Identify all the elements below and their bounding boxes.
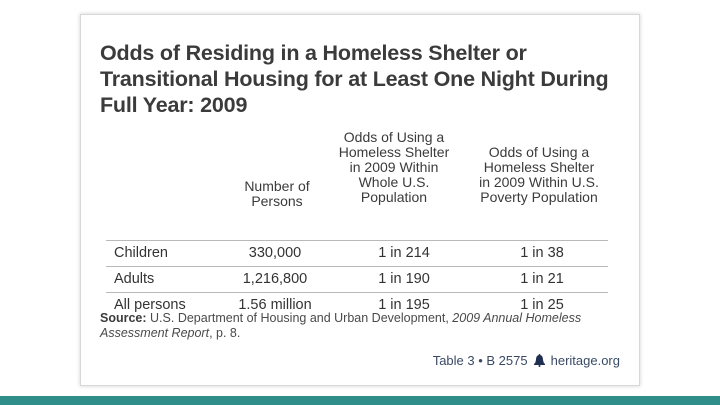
column-header-poverty-population: Odds of Using a Homeless Shelter in 2009… bbox=[464, 145, 614, 205]
header-line: Poverty Population bbox=[480, 189, 598, 205]
persons-cell: 1.56 million bbox=[238, 297, 312, 313]
row-label: Children bbox=[114, 245, 168, 261]
poverty-odds-cell: 1 in 38 bbox=[520, 245, 564, 261]
header-line: in 2009 Within bbox=[349, 159, 439, 175]
liberty-bell-icon bbox=[533, 354, 546, 367]
header-line: Homeless Shelter bbox=[483, 159, 595, 175]
persons-cell: 1,216,800 bbox=[242, 271, 308, 287]
title-line: Transitional Housing for at Least One Ni… bbox=[100, 67, 609, 91]
table-row: All persons 1.56 million 1 in 195 1 in 2… bbox=[106, 293, 608, 318]
header-line: Odds of Using a bbox=[343, 129, 445, 145]
source-report-title: 2009 Annual Homeless Assessment Report bbox=[100, 311, 582, 340]
header-line: Number of bbox=[244, 178, 310, 194]
table-title: Odds of Residing in a Homeless Shelter o… bbox=[100, 40, 620, 118]
whole-odds-cell: 1 in 214 bbox=[378, 245, 430, 261]
table-reference: Table 3 • B 2575 bbox=[432, 353, 528, 368]
column-header-persons: Number of Persons bbox=[217, 179, 337, 209]
persons-cell: 330,000 bbox=[248, 245, 302, 261]
whole-odds-cell: 1 in 195 bbox=[378, 297, 430, 313]
header-line: Homeless Shelter bbox=[338, 144, 450, 160]
bottom-accent-bar bbox=[0, 396, 720, 405]
odds-table: Children 330,000 1 in 214 1 in 38 Adults… bbox=[106, 240, 608, 318]
header-line: in 2009 Within U.S. bbox=[479, 174, 599, 190]
header-line: Population bbox=[360, 189, 428, 205]
source-note: Source: U.S. Department of Housing and U… bbox=[100, 311, 620, 341]
site-name: heritage.org bbox=[550, 353, 620, 368]
source-text: U.S. Department of Housing and Urban Dev… bbox=[150, 311, 449, 325]
table-row: Adults 1,216,800 1 in 190 1 in 21 bbox=[106, 267, 608, 293]
table-row: Children 330,000 1 in 214 1 in 38 bbox=[106, 240, 608, 267]
source-label: Source: bbox=[100, 311, 147, 325]
column-header-whole-population: Odds of Using a Homeless Shelter in 2009… bbox=[319, 130, 469, 205]
title-line: Full Year: 2009 bbox=[100, 93, 248, 117]
whole-odds-cell: 1 in 190 bbox=[378, 271, 430, 287]
header-line: Whole U.S. bbox=[358, 174, 430, 190]
poverty-odds-cell: 1 in 25 bbox=[520, 297, 564, 313]
footer-credit: Table 3 • B 2575 heritage.org bbox=[433, 353, 620, 368]
source-suffix: , p. 8. bbox=[209, 326, 241, 340]
row-label: All persons bbox=[114, 297, 186, 313]
poverty-odds-cell: 1 in 21 bbox=[520, 271, 564, 287]
table-card: Odds of Residing in a Homeless Shelter o… bbox=[80, 14, 640, 386]
header-line: Odds of Using a bbox=[488, 144, 590, 160]
row-label: Adults bbox=[114, 271, 155, 287]
header-line: Persons bbox=[251, 193, 303, 209]
title-line: Odds of Residing in a Homeless Shelter o… bbox=[100, 41, 527, 65]
